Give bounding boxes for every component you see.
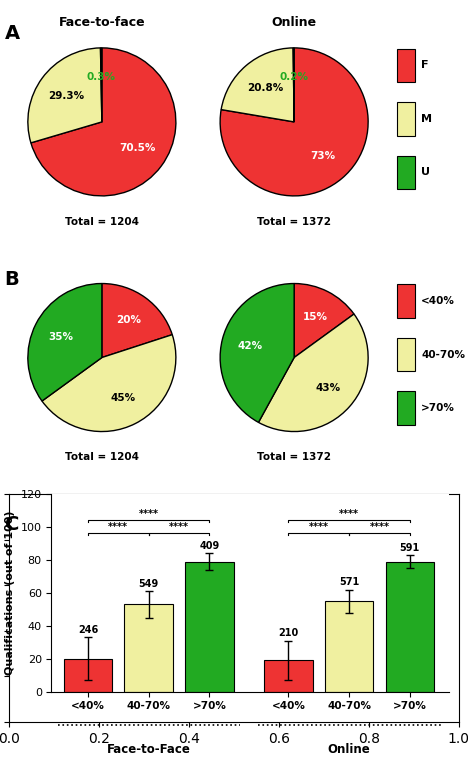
Text: Total = 1204: Total = 1204 [65, 452, 139, 462]
Text: 40-70%: 40-70% [421, 350, 465, 359]
Text: M: M [421, 114, 432, 124]
Bar [325, 601, 373, 692]
Text: B: B [5, 270, 20, 289]
Text: ****: **** [369, 522, 389, 532]
Text: >70%: >70% [421, 403, 455, 413]
Wedge shape [102, 283, 172, 357]
Text: 571: 571 [339, 577, 359, 587]
Wedge shape [28, 283, 102, 401]
Text: ****: **** [309, 522, 329, 532]
Bar [64, 659, 112, 692]
Bar [397, 49, 415, 82]
Text: 246: 246 [78, 625, 98, 635]
Text: Total = 1372: Total = 1372 [257, 217, 331, 226]
Wedge shape [28, 48, 102, 143]
Wedge shape [221, 48, 294, 122]
Bar [397, 156, 415, 189]
Text: 20.8%: 20.8% [247, 83, 283, 93]
Text: C: C [5, 515, 19, 534]
Text: U: U [421, 167, 430, 177]
Bar [124, 604, 173, 692]
Text: 549: 549 [139, 578, 159, 589]
Text: Total = 1372: Total = 1372 [257, 452, 331, 462]
Wedge shape [42, 334, 176, 432]
Wedge shape [294, 283, 354, 357]
Text: ****: **** [108, 522, 128, 532]
Bar [397, 102, 415, 136]
Y-axis label: Qualifications (out of 100): Qualifications (out of 100) [5, 511, 15, 675]
Text: 20%: 20% [117, 315, 141, 325]
Wedge shape [220, 48, 368, 196]
Text: Online: Online [328, 743, 371, 756]
Text: Face-to-Face: Face-to-Face [107, 743, 190, 756]
Text: ****: **** [139, 508, 159, 519]
Text: A: A [5, 24, 20, 43]
Text: 29.3%: 29.3% [48, 90, 84, 100]
Wedge shape [258, 314, 368, 432]
Text: 70.5%: 70.5% [119, 144, 156, 154]
Wedge shape [31, 48, 176, 196]
Text: 73%: 73% [310, 150, 336, 161]
Bar [386, 562, 434, 692]
Text: ****: **** [339, 508, 359, 519]
Bar [185, 562, 234, 692]
Title: Online: Online [271, 17, 317, 30]
Text: 15%: 15% [302, 312, 328, 321]
Text: 45%: 45% [110, 394, 135, 404]
Text: 210: 210 [278, 628, 299, 638]
Text: F: F [421, 60, 429, 71]
Wedge shape [101, 48, 102, 122]
Text: 35%: 35% [49, 331, 73, 342]
Title: Face-to-face: Face-to-face [58, 17, 145, 30]
Bar [264, 660, 313, 692]
Bar [397, 391, 415, 425]
Text: ****: **** [169, 522, 189, 532]
Text: <40%: <40% [421, 296, 455, 306]
Text: 43%: 43% [316, 383, 341, 393]
Text: Total = 1204: Total = 1204 [65, 217, 139, 226]
Text: 0.3%: 0.3% [87, 72, 116, 83]
Bar [397, 337, 415, 372]
Wedge shape [293, 48, 294, 122]
Text: 42%: 42% [237, 341, 262, 351]
Bar [397, 284, 415, 318]
Text: 0.2%: 0.2% [279, 72, 308, 83]
Text: 591: 591 [400, 543, 420, 553]
Wedge shape [220, 283, 294, 423]
Text: 409: 409 [199, 541, 219, 551]
